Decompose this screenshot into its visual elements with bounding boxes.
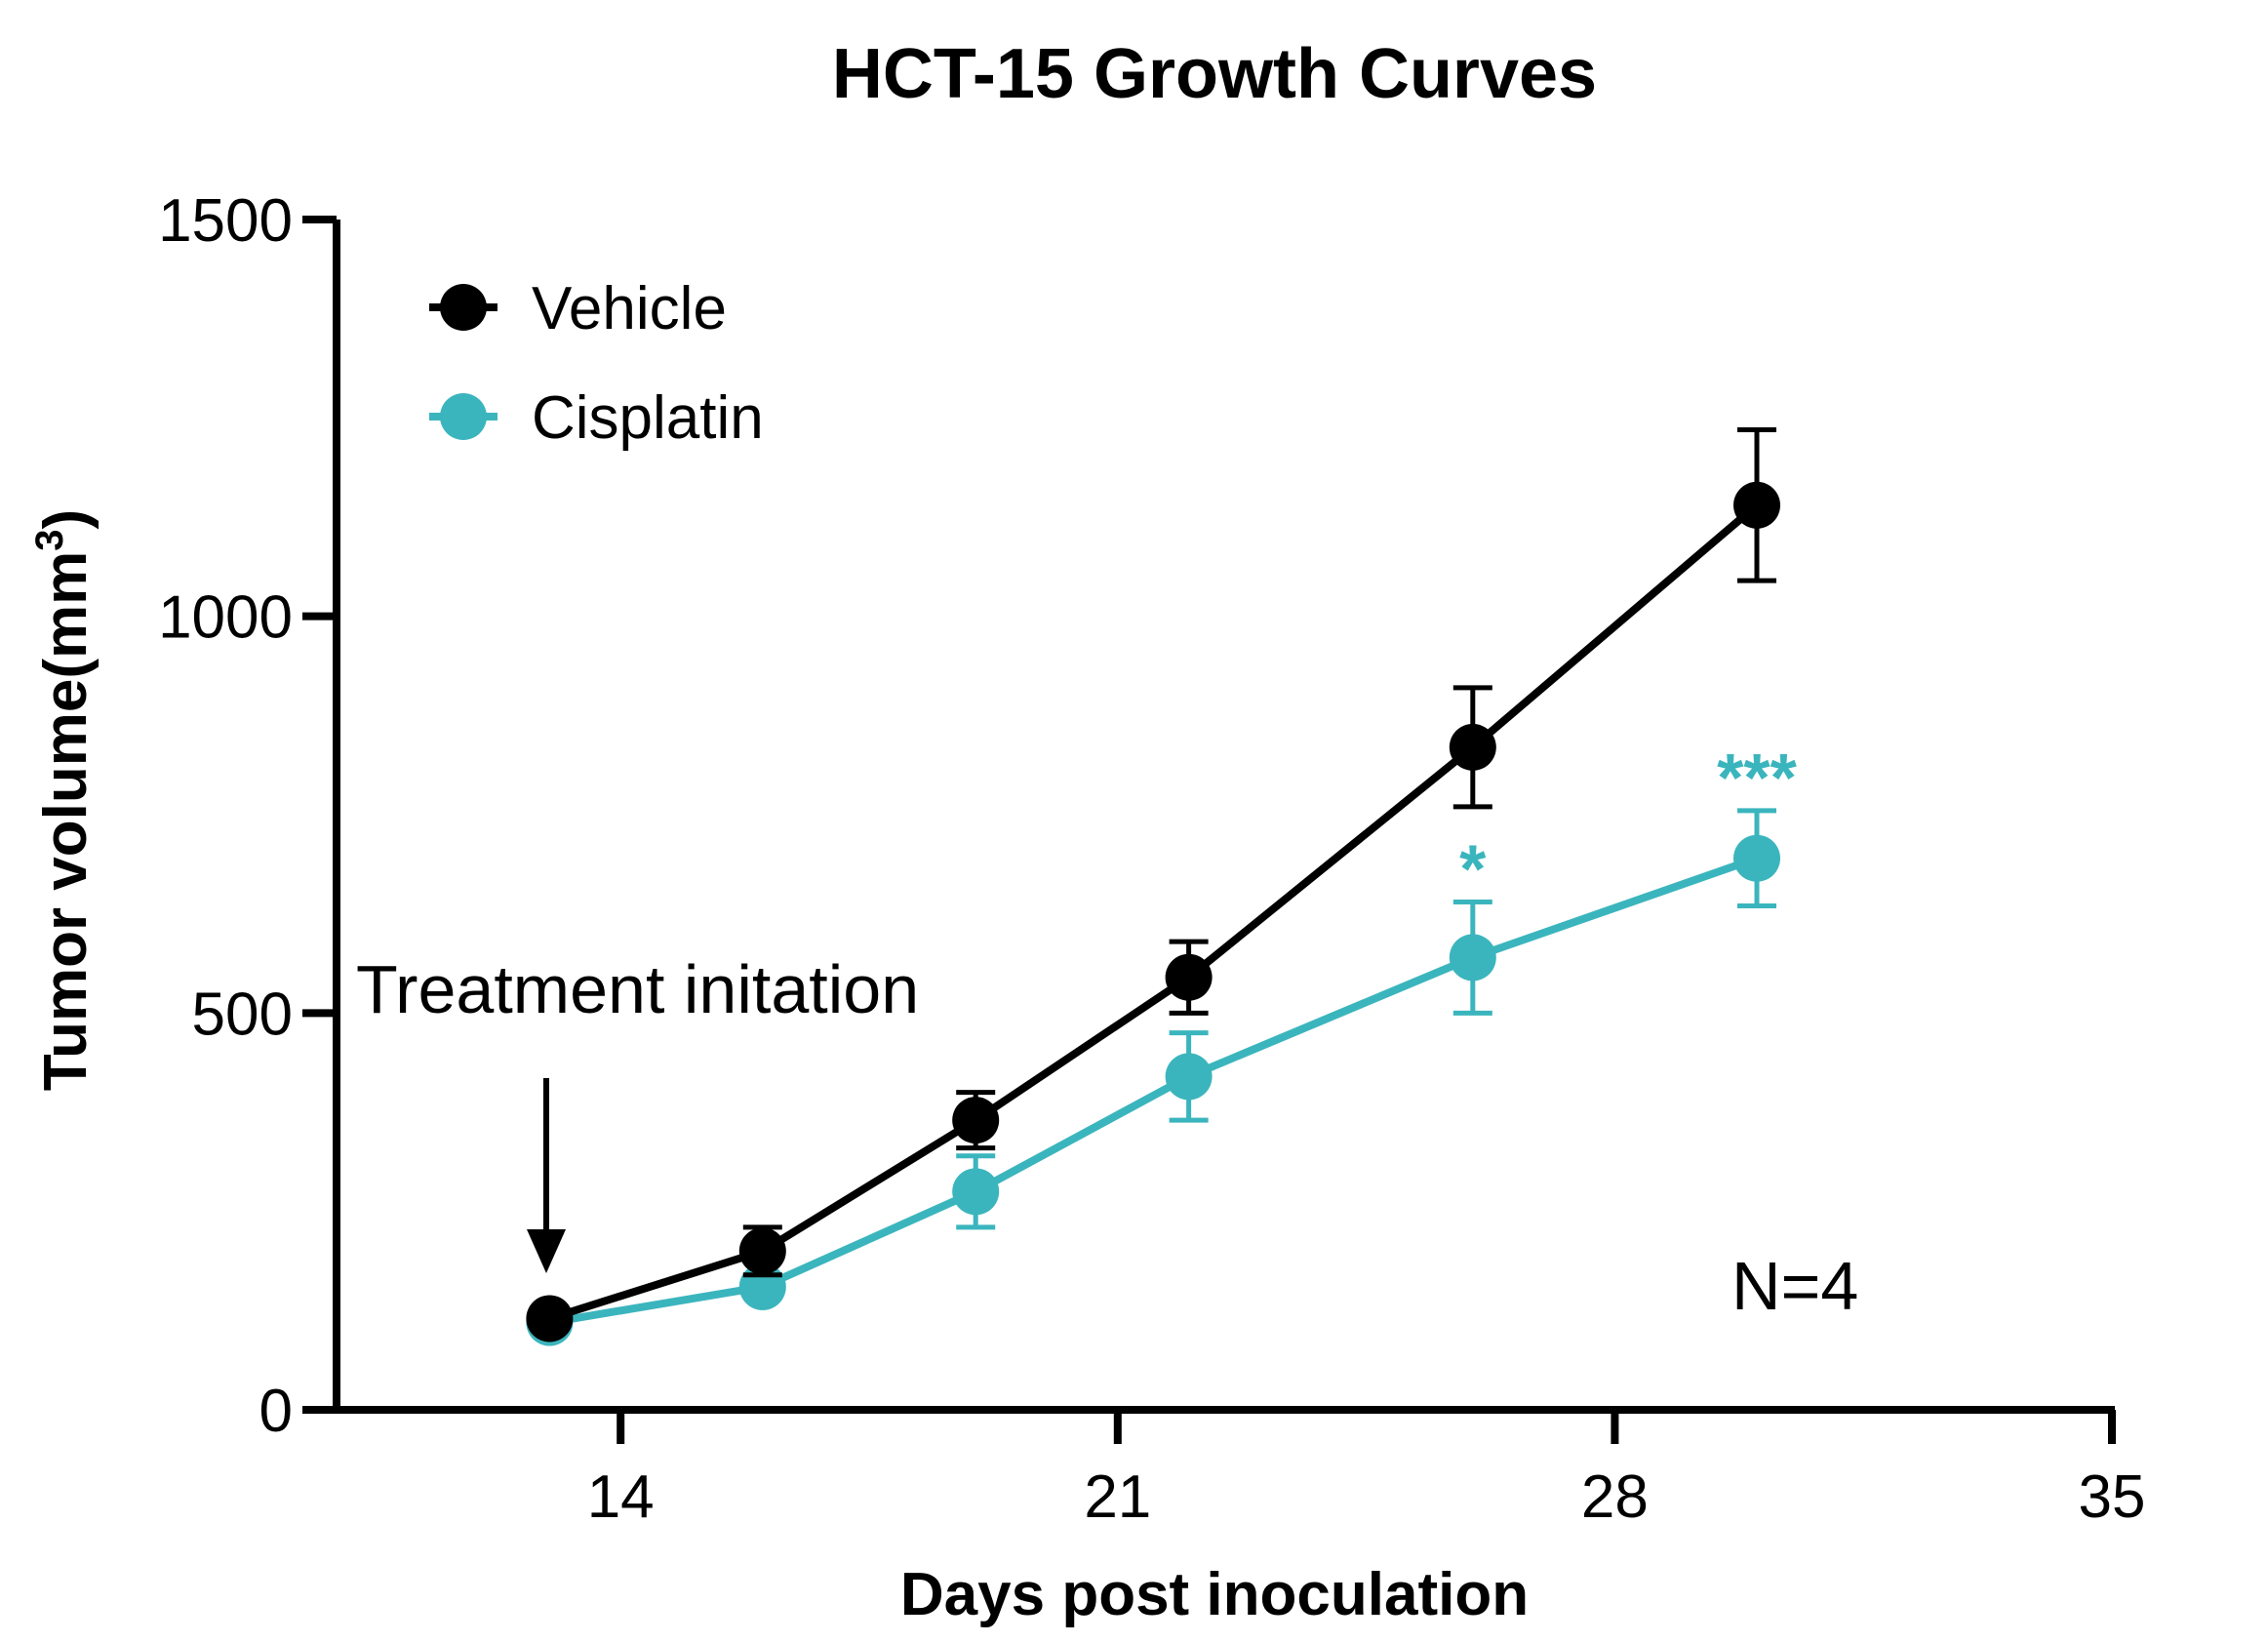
series-line <box>548 854 1759 1327</box>
series-cisplatin: **** <box>526 740 1798 1346</box>
legend-item: Vehicle <box>429 275 727 342</box>
data-point <box>1165 1053 1213 1101</box>
significance-marker: *** <box>1717 740 1797 816</box>
y-axis-title-text: Tumor volume(mm <box>32 551 99 1091</box>
y-tick-label: 500 <box>192 981 293 1048</box>
significance-marker: * <box>1459 830 1487 906</box>
legend-swatch-marker <box>440 284 487 331</box>
data-point <box>952 1168 1000 1216</box>
treatment-annotation: Treatment initation <box>356 951 919 1027</box>
x-tick-label: 35 <box>2079 1463 2146 1531</box>
x-axis-ticks: 14 21 28 35 <box>587 1410 2146 1531</box>
data-point <box>1449 934 1496 982</box>
y-tick-label: 1000 <box>158 584 293 652</box>
x-tick-label: 28 <box>1581 1463 1649 1531</box>
y-axis-title: Tumor volume(mm3) <box>28 509 99 1091</box>
chart-title: HCT-15 Growth Curves <box>832 35 1597 113</box>
legend-swatch-marker <box>440 393 487 440</box>
y-axis-title-superscript: 3 <box>28 529 71 550</box>
axes <box>333 220 2115 1414</box>
data-point <box>952 1097 1000 1144</box>
data-point <box>1165 953 1213 1001</box>
data-point <box>526 1295 574 1342</box>
legend-item: Cisplatin <box>429 384 764 452</box>
legend-label: Vehicle <box>532 275 727 342</box>
x-tick-label: 21 <box>1084 1463 1151 1531</box>
y-axis-title-close: ) <box>32 509 99 530</box>
x-tick-label: 14 <box>587 1463 655 1531</box>
series-vehicle <box>526 427 1780 1342</box>
x-axis-title: Days post inoculation <box>900 1561 1529 1628</box>
treatment-arrow <box>527 1078 566 1273</box>
data-point <box>1449 723 1496 771</box>
data-point <box>1733 481 1780 529</box>
series-line <box>548 501 1760 1323</box>
legend-label: Cisplatin <box>532 384 764 452</box>
y-axis-ticks: 0 500 1000 1500 <box>158 187 337 1445</box>
legend: Vehicle Cisplatin <box>429 275 764 452</box>
data-point <box>738 1227 786 1275</box>
series-layer: **** <box>526 427 1798 1346</box>
y-tick-label: 1500 <box>158 187 293 255</box>
sample-size-annotation: N=4 <box>1731 1248 1858 1324</box>
data-point <box>1733 834 1780 882</box>
y-tick-label: 0 <box>259 1378 293 1445</box>
